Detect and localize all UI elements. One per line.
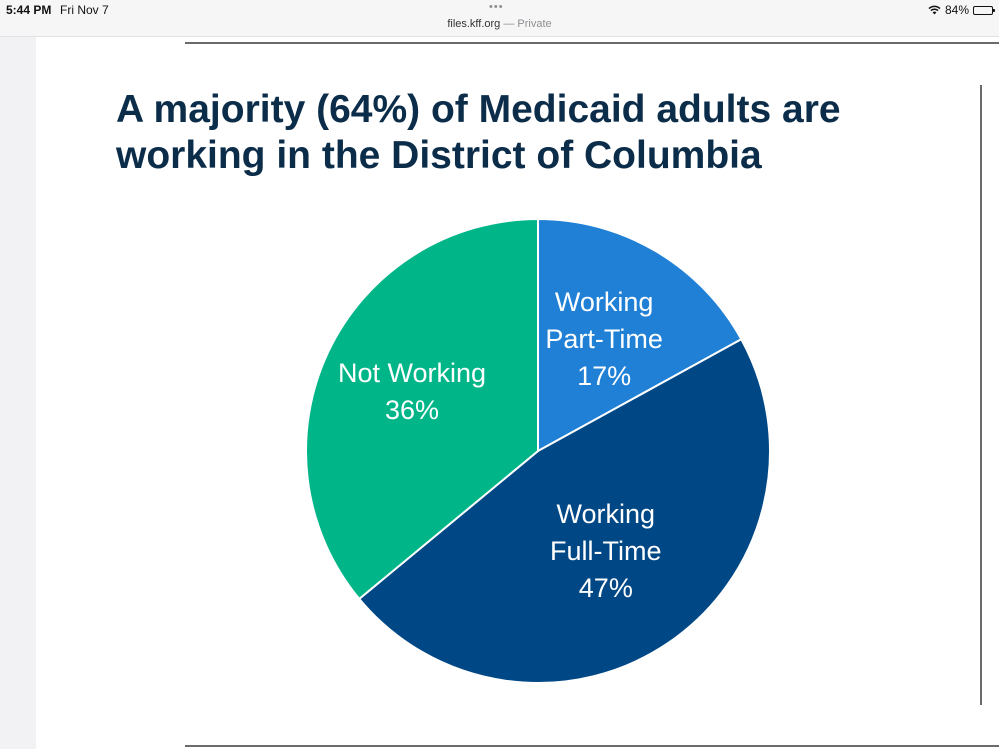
pie-chart: Working Part-Time 17% Working Full-Time 47% No… <box>305 217 771 684</box>
right-rule <box>980 85 982 705</box>
title-line-2: working in the District of Columbia <box>116 134 762 177</box>
slide-title: A majority (64%) of Medicaid adults are … <box>116 87 956 179</box>
status-right: 84% <box>928 3 995 17</box>
pie-label-2: Not Working 36% <box>338 358 486 425</box>
pie-value-label: 47% <box>579 573 633 603</box>
battery-icon <box>973 5 995 15</box>
pie-slice-1 <box>357 337 771 684</box>
slide: A majority (64%) of Medicaid adults are … <box>36 37 999 749</box>
pie-category-label: Working <box>557 499 656 529</box>
more-dots-icon[interactable]: ••• <box>489 1 504 13</box>
pie-label-1: Working Full-Time 47% <box>550 499 662 603</box>
pie-slice-2 <box>305 217 539 601</box>
title-line-1: A majority (64%) of Medicaid adults are <box>116 88 841 131</box>
address-bar[interactable]: files.kff.org — Private <box>0 18 999 30</box>
pie-label-0: Working Part-Time 17% <box>545 287 663 391</box>
bottom-rule <box>185 745 999 747</box>
pie-category-label: Not Working <box>338 358 486 388</box>
url-text: files.kff.org <box>447 18 501 30</box>
status-bar: 5:44 PM Fri Nov 7 ••• files.kff.org — Pr… <box>0 0 999 37</box>
pie-value-label: 17% <box>577 361 631 391</box>
top-rule <box>185 42 999 44</box>
pie-category-label: Part-Time <box>545 324 663 354</box>
pie-category-label: Full-Time <box>550 536 662 566</box>
pie-slice-0 <box>537 217 743 453</box>
wifi-icon <box>928 5 941 15</box>
private-label: — Private <box>500 18 552 30</box>
battery-percent: 84% <box>944 3 969 17</box>
status-date: Fri Nov 7 <box>60 3 109 17</box>
pie-value-label: 36% <box>385 395 439 425</box>
pie-category-label: Working <box>555 287 654 317</box>
status-time: 5:44 PM <box>6 3 52 17</box>
